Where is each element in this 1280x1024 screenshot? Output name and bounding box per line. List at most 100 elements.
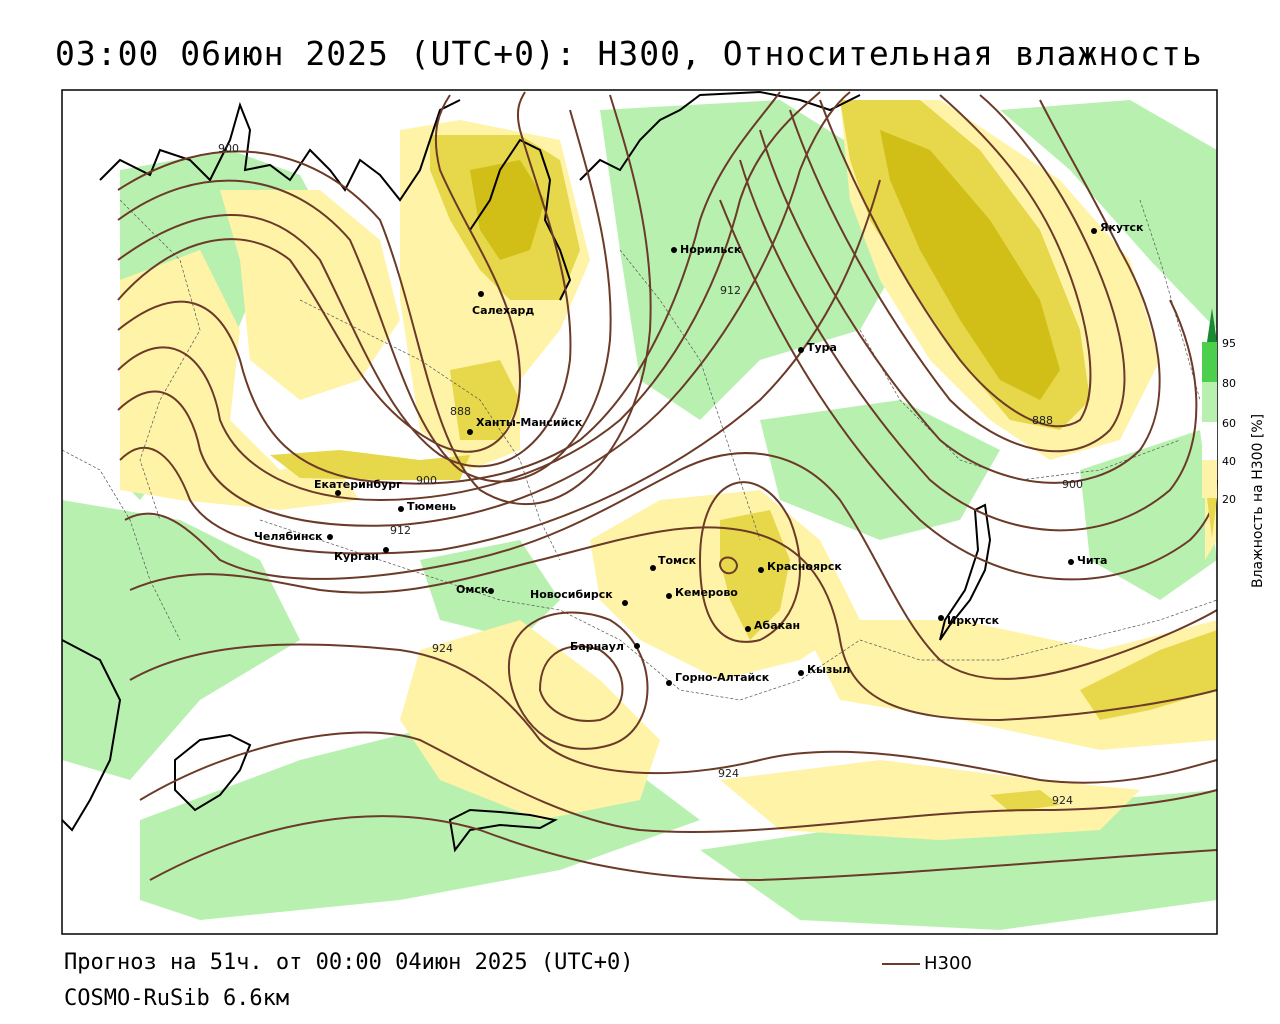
colorbar-tick: 60	[1222, 417, 1236, 430]
city-label: Ханты-Мансийск	[476, 416, 583, 429]
humidity-region-yellow	[720, 510, 790, 640]
humidity-region-light-yellow	[120, 250, 360, 510]
city-dot	[488, 588, 494, 594]
city-label: Челябинск	[254, 530, 323, 543]
humidity-region-yellow	[450, 360, 520, 440]
city-dot	[758, 567, 764, 573]
aral-sea	[174, 733, 252, 812]
caspian-coast	[61, 639, 122, 832]
humidity-region-olive	[470, 160, 545, 260]
city-dot	[938, 615, 944, 621]
city-label: Екатеринбург	[314, 478, 402, 491]
coastline-yamal	[469, 138, 572, 301]
humidity-region-light-green	[1000, 100, 1217, 330]
colorbar-tick: 95	[1222, 337, 1236, 350]
humidity-region-yellow	[270, 450, 470, 480]
city-dot	[650, 565, 656, 571]
coastline-taymyr	[579, 90, 861, 181]
colorbar-swatch-light-green	[1202, 382, 1217, 422]
city-label: Томск	[658, 554, 697, 567]
contour-label: 912	[390, 524, 411, 537]
h300-contour	[149, 815, 1218, 882]
cities: Салехард Норильск Якутск Тура Ханты-Манс…	[254, 221, 1144, 686]
h300-contour	[117, 91, 851, 527]
city-label: Тюмень	[407, 500, 456, 513]
h300-contour	[129, 643, 1218, 784]
humidity-region-olive	[880, 130, 1060, 400]
h300-contour	[117, 91, 821, 502]
colorbar-swatch-light-yellow	[1202, 460, 1217, 498]
contour-label: 924	[718, 767, 739, 780]
colorbar-swatch-green	[1202, 342, 1217, 382]
humidity-region-light-yellow	[590, 490, 860, 680]
city-label: Кемерово	[675, 586, 738, 599]
contour-label: 900	[1062, 478, 1083, 491]
city-dot	[798, 670, 804, 676]
city-label: Барнаул	[570, 640, 624, 653]
colorbar-tick: 80	[1222, 377, 1236, 390]
h300-contour	[739, 159, 1198, 532]
h300-contour	[139, 731, 1218, 834]
colorbar: 95 80 60 40 20 Влажность на H300 [%]	[1202, 308, 1266, 588]
h300-contour	[117, 91, 572, 468]
map-frame	[61, 89, 1218, 935]
h300-contour	[718, 556, 739, 575]
baikal-outline	[939, 503, 992, 641]
humidity-region-light-green	[62, 500, 300, 780]
city-label: Чита	[1077, 554, 1107, 567]
city-label: Тура	[807, 341, 837, 354]
city-dot	[666, 680, 672, 686]
city-dot	[478, 291, 484, 297]
contour-label: 888	[1032, 414, 1053, 427]
h300-contour	[719, 199, 1218, 581]
colorbar-swatch-yellow	[1207, 498, 1217, 538]
coastlines	[61, 90, 992, 853]
contour-label: 888	[450, 405, 471, 418]
forecast-info: Прогноз на 51ч. от 00:00 04июн 2025 (UTC…	[64, 950, 634, 975]
city-label: Иркутск	[947, 614, 1000, 627]
h300-contour	[789, 94, 1126, 453]
lake-balkhash	[448, 808, 558, 853]
h300-contour	[698, 481, 801, 643]
city-dot	[666, 593, 672, 599]
map-title: 03:00 06июн 2025 (UTC+0): H300, Относите…	[55, 34, 1203, 73]
border-line	[1139, 199, 1201, 401]
h300-legend-line	[882, 963, 920, 965]
city-label: Новосибирск	[530, 588, 613, 601]
h300-contour	[117, 94, 652, 505]
h300-contour	[129, 526, 1218, 722]
city-dot	[634, 643, 640, 649]
h300-contour	[117, 91, 781, 485]
contour-label: 912	[720, 284, 741, 297]
city-dot	[1068, 559, 1074, 565]
city-label: Омск	[456, 583, 489, 596]
city-label: Курган	[334, 550, 379, 563]
humidity-region-light-yellow	[400, 620, 660, 820]
colorbar-tick: 40	[1222, 455, 1236, 468]
coastline-north	[99, 99, 461, 202]
border-line	[119, 199, 201, 521]
contour-label: 924	[1052, 794, 1073, 807]
humidity-region-light-yellow	[800, 620, 1217, 750]
border-line	[619, 249, 761, 541]
h300-legend-label: H300	[924, 953, 972, 974]
city-dot	[383, 547, 389, 553]
city-label: Салехард	[472, 304, 534, 317]
city-dot	[335, 490, 341, 496]
city-label: Красноярск	[767, 560, 842, 573]
h300-contour	[507, 611, 649, 750]
border-line	[299, 299, 561, 561]
contour-label: 900	[218, 142, 239, 155]
city-dot	[622, 600, 628, 606]
colorbar-swatch-white	[1202, 422, 1217, 460]
city-dot	[745, 626, 751, 632]
contour-label: 900	[416, 474, 437, 487]
contour-labels: 900 888 912 900 912 888 900 924 924 924	[218, 142, 1083, 807]
h300-contour	[117, 109, 612, 483]
colorbar-tick: 20	[1222, 493, 1236, 506]
colorbar-title: Влажность на H300 [%]	[1250, 414, 1266, 588]
humidity-region-light-yellow	[220, 190, 400, 400]
h300-contours	[117, 91, 1218, 882]
city-dot	[467, 429, 473, 435]
